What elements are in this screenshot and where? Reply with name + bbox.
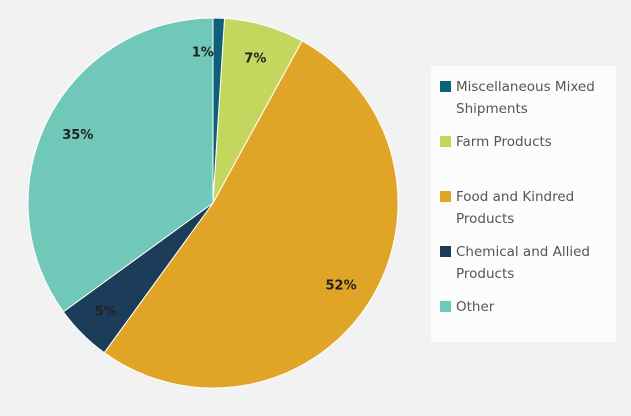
legend-label: Chemical and Allied Products bbox=[456, 244, 590, 282]
slice-label: 7% bbox=[244, 51, 266, 66]
legend-item: Food and Kindred Products bbox=[440, 186, 590, 230]
legend-item: Other bbox=[440, 296, 608, 318]
legend-label: Miscellaneous Mixed Shipments bbox=[456, 79, 595, 117]
legend-label: Other bbox=[456, 299, 495, 315]
legend-item: Chemical and Allied Products bbox=[440, 241, 600, 285]
slice-label: 5% bbox=[95, 304, 117, 319]
legend-label: Farm Products bbox=[456, 134, 552, 150]
legend-label: Food and Kindred Products bbox=[456, 189, 575, 227]
legend-item: Miscellaneous Mixed Shipments bbox=[440, 76, 608, 120]
pie-slice bbox=[103, 40, 399, 389]
slice-label: 1% bbox=[192, 45, 214, 60]
legend-swatch bbox=[440, 246, 451, 257]
slice-label: 52% bbox=[326, 278, 357, 293]
legend-swatch bbox=[440, 136, 451, 147]
legend-swatch bbox=[440, 191, 451, 202]
pie-slice bbox=[27, 17, 214, 313]
legend-swatch bbox=[440, 301, 451, 312]
legend: Miscellaneous Mixed Shipments Farm Produ… bbox=[431, 66, 616, 342]
slice-label: 35% bbox=[62, 128, 93, 143]
legend-swatch bbox=[440, 81, 451, 92]
legend-item: Farm Products bbox=[440, 131, 608, 153]
